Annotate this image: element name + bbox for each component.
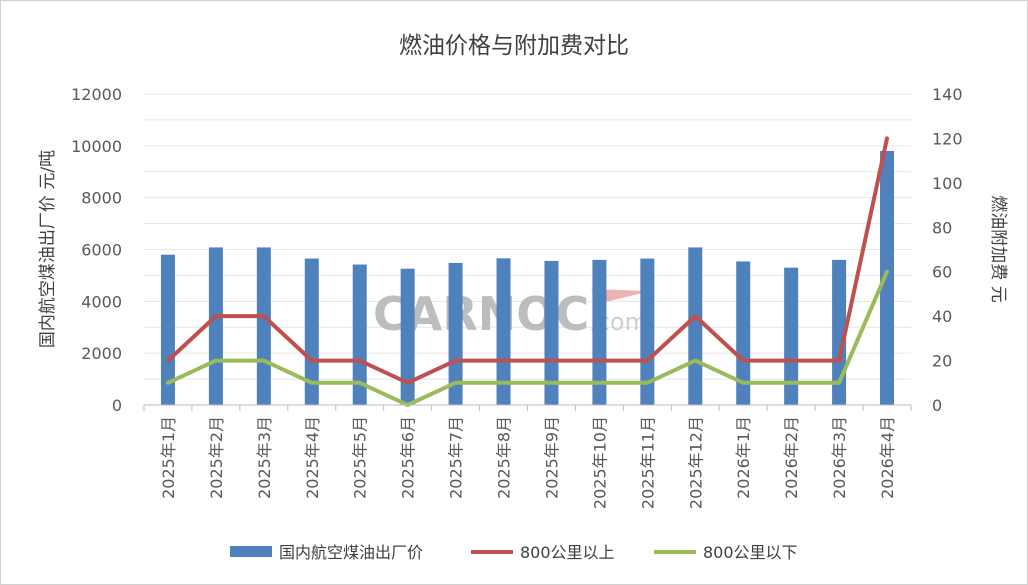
right-tick-label: 120 xyxy=(932,129,963,148)
axes xyxy=(143,404,912,411)
line-series xyxy=(166,136,889,407)
gridlines xyxy=(144,93,911,380)
legend-label-line-above: 800公里以上 xyxy=(520,543,615,562)
bar xyxy=(592,259,607,405)
x-tick-label: 2026年2月 xyxy=(782,416,801,499)
line-800km-below xyxy=(166,269,889,407)
left-tick-label: 6000 xyxy=(81,241,122,260)
bar xyxy=(544,260,559,405)
right-tick-label: 140 xyxy=(932,85,963,104)
x-tick-label: 2026年1月 xyxy=(734,416,753,499)
right-axis-ticks: 0 20 40 60 80 100 120 140 xyxy=(932,85,963,415)
bar xyxy=(688,247,703,405)
left-tick-label: 4000 xyxy=(81,292,122,311)
bar-series xyxy=(160,151,895,405)
bar xyxy=(640,258,655,405)
right-tick-label: 60 xyxy=(932,263,952,282)
left-axis-ticks: 0 2000 4000 6000 8000 10000 12000 xyxy=(71,85,122,415)
x-tick-label: 2025年8月 xyxy=(495,416,514,499)
bar xyxy=(160,254,175,405)
right-tick-label: 40 xyxy=(932,307,952,326)
bar xyxy=(352,264,367,405)
x-tick-label: 2025年10月 xyxy=(590,416,609,509)
x-tick-label: 2025年3月 xyxy=(255,416,274,499)
right-tick-label: 20 xyxy=(932,352,952,371)
bar xyxy=(784,267,799,405)
legend-label-line-below: 800公里以下 xyxy=(703,543,798,562)
right-axis-title: 燃油附加费 元 xyxy=(988,195,1008,302)
x-tick-label: 2025年6月 xyxy=(399,416,418,499)
x-tick-label: 2025年2月 xyxy=(207,416,226,499)
line-800km-above xyxy=(166,136,889,385)
x-axis-ticks: 2025年1月 2025年2月 2025年3月 2025年4月 2025年5月 2025年… xyxy=(159,416,897,509)
x-tick-label: 2025年4月 xyxy=(303,416,322,499)
bar xyxy=(400,268,415,405)
bar xyxy=(880,151,895,405)
bar xyxy=(304,258,319,405)
x-tick-label: 2025年1月 xyxy=(159,416,178,499)
right-tick-label: 80 xyxy=(932,218,952,237)
right-tick-label: 0 xyxy=(932,396,942,415)
chart-title: 燃油价格与附加费对比 xyxy=(399,33,629,59)
bar xyxy=(496,258,511,405)
left-tick-label: 0 xyxy=(112,396,122,415)
x-tick-label: 2026年4月 xyxy=(878,416,897,499)
left-axis-title: 国内航空煤油出厂价 元/吨 xyxy=(38,150,58,348)
x-tick-label: 2025年11月 xyxy=(638,416,657,509)
x-tick-label: 2025年5月 xyxy=(351,416,370,499)
x-tick-label: 2025年7月 xyxy=(447,416,466,499)
bar xyxy=(736,261,751,405)
x-tick-label: 2025年9月 xyxy=(542,416,561,499)
bar xyxy=(256,247,271,405)
bar xyxy=(832,259,847,405)
legend-swatch-bar xyxy=(230,546,272,557)
x-tick-label: 2025年12月 xyxy=(686,416,705,509)
left-tick-label: 12000 xyxy=(71,85,122,104)
left-tick-label: 10000 xyxy=(71,137,122,156)
left-tick-label: 2000 xyxy=(81,344,122,363)
legend: 国内航空煤油出厂价 800公里以上 800公里以下 xyxy=(230,543,798,562)
left-tick-label: 8000 xyxy=(81,189,122,208)
right-tick-label: 100 xyxy=(932,174,963,193)
legend-label-bar: 国内航空煤油出厂价 xyxy=(279,543,423,562)
bar xyxy=(208,247,223,405)
bar xyxy=(448,262,463,405)
watermark-logo: CARNOC .com xyxy=(373,287,651,341)
x-tick-label: 2026年3月 xyxy=(830,416,849,499)
